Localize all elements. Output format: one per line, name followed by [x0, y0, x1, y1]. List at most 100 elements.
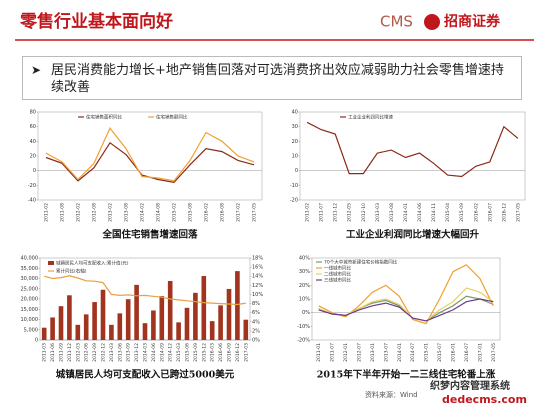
x-tick-label: 2012-12 [101, 343, 107, 362]
x-tick-label: 2012-01 [343, 343, 349, 362]
slide-title: 零售行业基本面向好 [19, 11, 173, 32]
line-series [45, 141, 255, 184]
legend-swatch [48, 261, 54, 265]
y-tick-label: 60 [30, 124, 36, 130]
y-tick-label: 80 [30, 110, 36, 116]
x-tick-label: 2017-05 [491, 343, 497, 362]
legend-label: 工业企业利润同比增速 [348, 114, 393, 121]
x-tick-label: 2016-07 [487, 203, 493, 222]
x-tick-label: 2016-12 [501, 203, 507, 222]
x-tick-label: 2012-06 [84, 343, 90, 362]
y-tick-label: 40,000 [21, 256, 39, 262]
x-tick-label: 2017-02 [236, 203, 242, 222]
y-tick-label: 35,000 [21, 266, 39, 272]
x-tick-label: 2011-08 [60, 203, 66, 222]
x-tick-label: 2011-07 [319, 203, 325, 222]
plot-frame [299, 111, 526, 201]
y2-tick-label: 14% [252, 274, 263, 280]
x-tick-label: 2016-03 [210, 343, 216, 362]
y-tick-label: 10% [299, 297, 310, 303]
x-tick-label: 2013-09 [126, 343, 132, 362]
y2-tick-label: 2% [252, 328, 260, 334]
x-tick-label: 2016-02 [473, 203, 479, 222]
y-tick-label: 30,000 [21, 276, 39, 282]
bar [201, 276, 207, 340]
x-tick-label: 2014-02 [140, 203, 146, 222]
y-tick-label: 20 [30, 154, 36, 160]
bar [134, 284, 139, 340]
line-series [318, 298, 494, 322]
chart-caption: 城镇居民人均可支配收入已跨过5000美元 [56, 369, 235, 381]
legend-label: 70个大中城市新建住宅价格指数同比 [324, 259, 398, 266]
logo-cms: CMS [380, 13, 413, 31]
x-tick-label: 2012-05 [347, 203, 353, 222]
y-tick-label: -20 [290, 198, 298, 204]
y-tick-label: 40% [299, 256, 310, 262]
x-tick-label: 2013-06 [117, 343, 123, 362]
x-tick-label: 2014-12 [168, 343, 174, 362]
y2-tick-label: 4% [252, 319, 260, 325]
y-tick-label: -10% [297, 324, 310, 330]
y-tick-label: 30 [292, 124, 298, 130]
x-tick-label: 2015-09 [459, 203, 465, 222]
x-tick-label: 2011-09 [59, 343, 65, 362]
y-tick-label: 20,000 [21, 297, 39, 303]
x-tick-label: 2015-06 [185, 343, 191, 362]
x-tick-label: 2013-01 [370, 343, 376, 362]
x-tick-label: 2011-07 [330, 343, 336, 362]
source: 资料来源：Wind [365, 390, 418, 399]
x-tick-label: 2015-04 [445, 203, 451, 222]
watermark: dedecms.com [442, 393, 527, 406]
x-tick-label: 2012-09 [92, 343, 98, 362]
bar [243, 319, 249, 340]
legend-label: 住宅销售面积同比 [86, 114, 122, 121]
bar [167, 280, 173, 340]
bar [125, 299, 131, 340]
summary-box: ➤ 居民消费能力增长+地产销售回落对可选消费挤出效应减弱助力社会零售增速持续改善 [22, 56, 522, 100]
x-tick-label: 2014-01 [397, 343, 403, 362]
y-tick-label: 0% [302, 310, 310, 316]
logo-icon [424, 14, 440, 30]
bar [75, 324, 81, 340]
bar [218, 305, 223, 340]
y-tick-label: 10 [292, 154, 298, 160]
x-tick-label: 2016-06 [218, 343, 224, 362]
bar [67, 295, 72, 340]
x-tick-label: 2012-03 [75, 343, 81, 362]
line-series [45, 126, 255, 182]
x-tick-label: 2012-10 [361, 203, 367, 222]
x-tick-label: 2014-11 [431, 203, 437, 222]
bar [184, 307, 190, 340]
y2-tick-label: 8% [252, 301, 260, 307]
legend-label: 累计同比(右轴) [56, 268, 87, 275]
y2-tick-label: 12% [252, 283, 263, 289]
x-tick-label: 2014-07 [410, 343, 416, 362]
bar [58, 306, 64, 340]
bullet: ➤ [31, 63, 42, 77]
bar [226, 288, 232, 340]
bar [151, 310, 156, 340]
x-tick-label: 2012-08 [92, 203, 98, 222]
x-tick-label: 2016-02 [204, 203, 210, 222]
y2-tick-label: 0% [252, 338, 260, 344]
x-tick-label: 2015-01 [424, 343, 430, 362]
x-tick-label: 2013-03 [375, 203, 381, 222]
bar [100, 289, 106, 340]
x-tick-label: 2012-02 [76, 203, 82, 222]
y-tick-label: 40 [292, 110, 298, 116]
x-tick-label: 2014-01 [403, 203, 409, 222]
x-tick-label: 2016-09 [227, 343, 233, 362]
x-tick-label: 2013-03 [109, 343, 115, 362]
y2-tick-label: 18% [252, 256, 263, 262]
x-tick-label: 2016-01 [451, 343, 457, 362]
x-tick-label: 2014-03 [143, 343, 149, 362]
x-tick-label: 2014-09 [159, 343, 165, 362]
bar [41, 327, 47, 340]
x-tick-label: 2011-03 [42, 343, 48, 362]
x-tick-label: 2011-06 [50, 343, 56, 362]
x-tick-label: 2015-12 [201, 343, 207, 362]
legend-label: 一线城市同比 [324, 265, 351, 272]
y-tick-label: 0 [33, 168, 36, 174]
y-tick-label: 5,000 [24, 327, 38, 333]
